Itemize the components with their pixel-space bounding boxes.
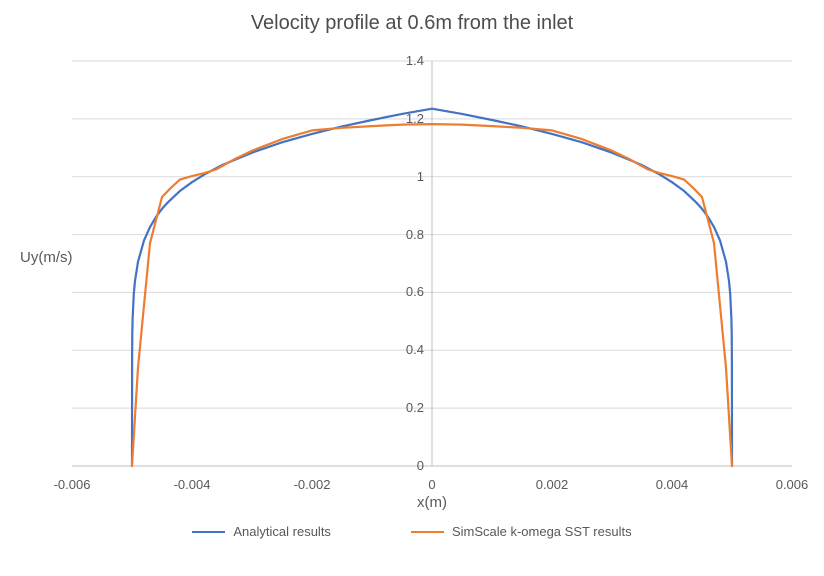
simscale-series-line (130, 122, 734, 468)
x-tick-label: -0.006 (53, 477, 91, 492)
y-tick-label: 1 (416, 168, 424, 184)
y-tick-label: 0.6 (405, 284, 424, 300)
legend: Analytical results SimScale k-omega SST … (0, 524, 824, 539)
y-axis-title: Uy(m/s) (20, 249, 73, 266)
simscale-line-swatch (410, 530, 444, 533)
legend-item-simscale: SimScale k-omega SST results (410, 524, 632, 539)
legend-label-analytical: Analytical results (233, 524, 331, 539)
legend-item-analytical: Analytical results (192, 524, 331, 539)
y-tick-label: 0.8 (405, 226, 424, 242)
x-axis-title: x(m) (417, 494, 447, 511)
analytical-line-swatch (192, 530, 226, 533)
y-tick-label: 0.2 (405, 400, 424, 416)
x-tick-label: -0.002 (293, 477, 331, 492)
y-tick-label: 1.4 (405, 53, 424, 68)
legend-label-simscale: SimScale k-omega SST results (451, 524, 632, 539)
analytical-series-line (130, 107, 734, 468)
x-tick-label: 0.004 (655, 477, 689, 492)
x-tick-label: -0.004 (173, 477, 211, 492)
x-tick-label: 0.002 (535, 477, 569, 492)
y-tick-label: 1.2 (405, 110, 424, 126)
x-tick-label: 0.006 (775, 477, 809, 492)
chart-title: Velocity profile at 0.6m from the inlet (250, 12, 574, 34)
x-tick-label: 0 (428, 477, 436, 492)
y-tick-label: 0 (416, 458, 424, 473)
y-tick-label: 0.4 (405, 342, 424, 358)
